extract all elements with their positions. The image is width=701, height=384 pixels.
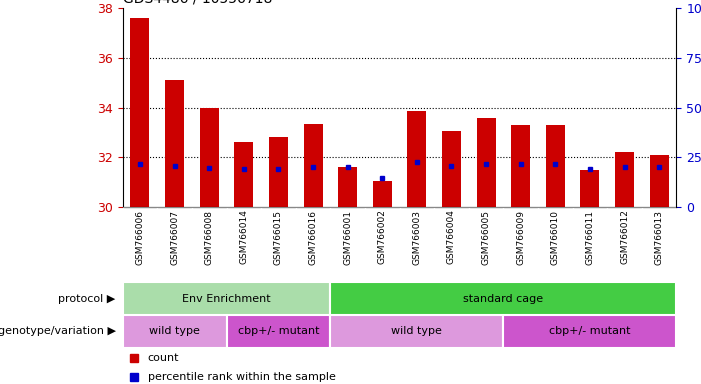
Bar	[338, 167, 358, 207]
Text: GSM766006: GSM766006	[135, 210, 144, 265]
Bar	[123, 315, 226, 348]
Bar	[165, 80, 184, 207]
Bar	[615, 152, 634, 207]
Text: GSM766007: GSM766007	[170, 210, 179, 265]
Bar	[330, 282, 676, 315]
Text: GSM766009: GSM766009	[516, 210, 525, 265]
Text: GSM766010: GSM766010	[551, 210, 560, 265]
Text: GSM766015: GSM766015	[274, 210, 283, 265]
Text: cbp+/- mutant: cbp+/- mutant	[238, 326, 319, 336]
Text: GSM766012: GSM766012	[620, 210, 629, 265]
Text: GDS4486 / 10556718: GDS4486 / 10556718	[123, 0, 272, 5]
Bar	[546, 125, 565, 207]
Bar	[407, 111, 426, 207]
Bar	[511, 125, 530, 207]
Text: GSM766011: GSM766011	[585, 210, 594, 265]
Bar	[269, 137, 288, 207]
Text: percentile rank within the sample: percentile rank within the sample	[148, 372, 336, 382]
Bar	[503, 315, 676, 348]
Text: GSM766001: GSM766001	[343, 210, 352, 265]
Text: protocol ▶: protocol ▶	[58, 293, 116, 304]
Text: GSM766002: GSM766002	[378, 210, 387, 265]
Bar	[650, 155, 669, 207]
Text: GSM766005: GSM766005	[482, 210, 491, 265]
Text: GSM766016: GSM766016	[308, 210, 318, 265]
Text: cbp+/- mutant: cbp+/- mutant	[549, 326, 631, 336]
Text: count: count	[148, 353, 179, 363]
Bar	[123, 282, 330, 315]
Text: GSM766004: GSM766004	[447, 210, 456, 265]
Text: wild type: wild type	[149, 326, 200, 336]
Bar	[373, 181, 392, 207]
Bar	[200, 108, 219, 207]
Bar	[477, 118, 496, 207]
Bar	[130, 18, 149, 207]
Bar	[442, 131, 461, 207]
Bar	[580, 170, 599, 207]
Text: GSM766003: GSM766003	[412, 210, 421, 265]
Text: GSM766014: GSM766014	[239, 210, 248, 265]
Text: GSM766013: GSM766013	[655, 210, 664, 265]
Bar	[304, 124, 322, 207]
Text: wild type: wild type	[391, 326, 442, 336]
Bar	[330, 315, 503, 348]
Text: Env Enrichment: Env Enrichment	[182, 293, 271, 304]
Text: standard cage: standard cage	[463, 293, 543, 304]
Bar	[226, 315, 330, 348]
Text: GSM766008: GSM766008	[205, 210, 214, 265]
Text: genotype/variation ▶: genotype/variation ▶	[0, 326, 116, 336]
Bar	[234, 142, 253, 207]
